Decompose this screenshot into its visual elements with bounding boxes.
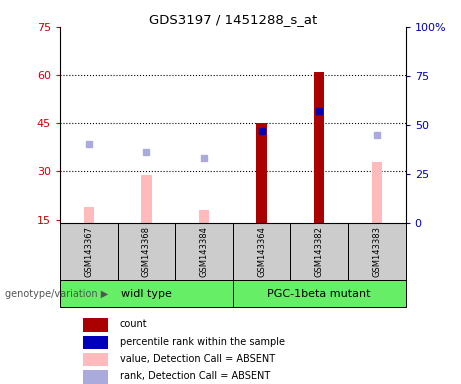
- Bar: [290, 223, 348, 280]
- Bar: [60, 280, 233, 307]
- Text: GSM143384: GSM143384: [200, 226, 208, 277]
- Bar: [83, 207, 94, 223]
- Bar: [199, 210, 209, 223]
- Bar: [314, 72, 325, 223]
- Text: count: count: [120, 319, 148, 329]
- Text: percentile rank within the sample: percentile rank within the sample: [120, 337, 285, 347]
- Text: rank, Detection Call = ABSENT: rank, Detection Call = ABSENT: [120, 371, 270, 381]
- Text: GSM143383: GSM143383: [372, 226, 381, 277]
- Text: GSM143382: GSM143382: [315, 226, 324, 277]
- Text: GSM143367: GSM143367: [84, 226, 93, 277]
- Bar: [233, 223, 290, 280]
- Text: value, Detection Call = ABSENT: value, Detection Call = ABSENT: [120, 354, 275, 364]
- Bar: [83, 353, 108, 366]
- Bar: [118, 223, 175, 280]
- Bar: [256, 123, 267, 223]
- Bar: [83, 336, 108, 349]
- Bar: [83, 318, 108, 332]
- Text: widl type: widl type: [121, 289, 172, 299]
- Text: GSM143368: GSM143368: [142, 226, 151, 277]
- Text: PGC-1beta mutant: PGC-1beta mutant: [267, 289, 371, 299]
- Bar: [175, 223, 233, 280]
- Bar: [372, 162, 382, 223]
- Title: GDS3197 / 1451288_s_at: GDS3197 / 1451288_s_at: [149, 13, 317, 26]
- Text: GSM143364: GSM143364: [257, 226, 266, 277]
- Bar: [233, 280, 406, 307]
- Text: genotype/variation ▶: genotype/variation ▶: [5, 289, 108, 299]
- Bar: [60, 223, 118, 280]
- Bar: [141, 175, 152, 223]
- Bar: [348, 223, 406, 280]
- Bar: [83, 370, 108, 384]
